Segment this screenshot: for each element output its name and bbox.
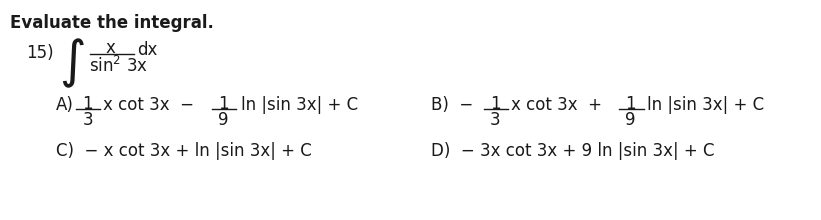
Text: 3: 3: [83, 111, 93, 129]
Text: 9: 9: [218, 111, 228, 129]
Text: 1: 1: [490, 95, 500, 113]
Text: sin$^{2}$ 3x: sin$^{2}$ 3x: [89, 55, 148, 75]
Text: $\int$: $\int$: [59, 36, 85, 90]
Text: B)  −: B) −: [431, 96, 484, 114]
Text: dx: dx: [137, 41, 158, 59]
Text: C)  − x cot 3x + ln |sin 3x| + C: C) − x cot 3x + ln |sin 3x| + C: [56, 142, 312, 160]
Text: 3: 3: [490, 111, 500, 129]
Text: D)  − 3x cot 3x + 9 ln |sin 3x| + C: D) − 3x cot 3x + 9 ln |sin 3x| + C: [431, 142, 714, 160]
Text: ln |sin 3x| + C: ln |sin 3x| + C: [647, 96, 764, 114]
Text: 9: 9: [626, 111, 635, 129]
Text: 1: 1: [218, 95, 228, 113]
Text: x: x: [106, 38, 116, 57]
Text: x cot 3x  −: x cot 3x −: [103, 96, 205, 114]
Text: A): A): [56, 96, 74, 114]
Text: Evaluate the integral.: Evaluate the integral.: [10, 14, 213, 32]
Text: x cot 3x  +: x cot 3x +: [511, 96, 613, 114]
Text: 15): 15): [26, 44, 54, 62]
Text: 1: 1: [626, 95, 635, 113]
Text: ln |sin 3x| + C: ln |sin 3x| + C: [241, 96, 358, 114]
Text: 1: 1: [83, 95, 93, 113]
